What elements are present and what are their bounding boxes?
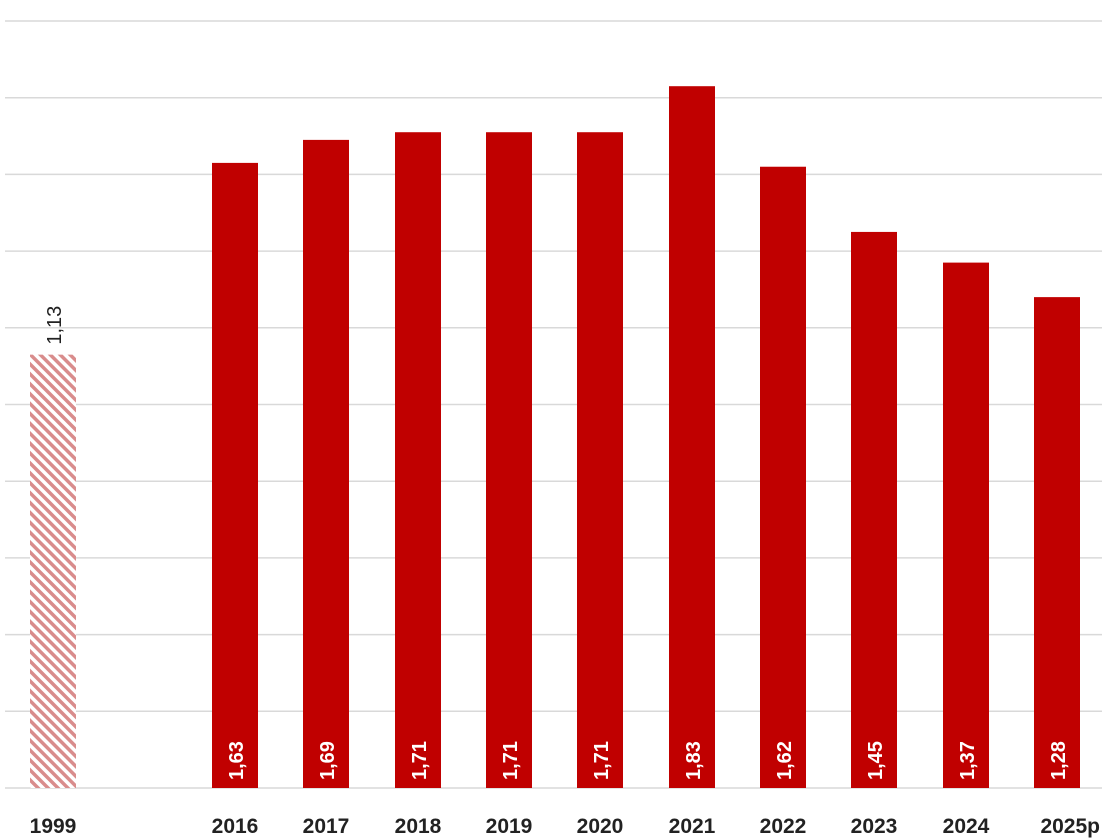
- x-tick-1999: 1999: [30, 815, 77, 838]
- bar-2019: [486, 132, 532, 789]
- bar-1999: [30, 354, 76, 788]
- data-label-2016: 1,63: [226, 741, 248, 780]
- bar-2024: [943, 262, 989, 789]
- x-tick-2025p: 2025p: [1040, 815, 1100, 838]
- bar-2018: [395, 132, 441, 789]
- bar-2017: [303, 139, 349, 788]
- x-tick-2018: 2018: [395, 815, 442, 838]
- data-label-2023: 1,45: [865, 741, 887, 780]
- bar-2016: [212, 162, 258, 788]
- x-tick-2020: 2020: [577, 815, 624, 838]
- data-label-2020: 1,71: [591, 741, 613, 780]
- x-tick-2016: 2016: [212, 815, 259, 838]
- bar-2022: [760, 166, 806, 789]
- data-label-2022: 1,62: [774, 741, 796, 780]
- data-label-2019: 1,71: [500, 741, 522, 780]
- x-tick-2022: 2022: [760, 815, 807, 838]
- bar-2023: [851, 231, 897, 789]
- gridlines: [5, 20, 1102, 789]
- x-tick-2019: 2019: [486, 815, 533, 838]
- data-label-2025p: 1,28: [1048, 741, 1070, 780]
- bar-2021: [669, 86, 715, 788]
- x-tick-2021: 2021: [669, 815, 716, 838]
- data-label-2017: 1,69: [317, 741, 339, 780]
- data-label-2021: 1,83: [683, 741, 705, 780]
- bar-2025p: [1034, 297, 1080, 788]
- bar-2020: [577, 132, 623, 789]
- data-label-1999: 1,13: [44, 306, 66, 345]
- data-label-2018: 1,71: [409, 741, 431, 780]
- x-tick-2023: 2023: [851, 815, 898, 838]
- x-tick-2024: 2024: [943, 815, 990, 838]
- bars: [30, 86, 1080, 789]
- x-axis-tick-labels: 1999 2016 2017 2018 2019 2020 2021 2022 2023 2024…: [30, 815, 1100, 838]
- x-tick-2017: 2017: [303, 815, 350, 838]
- value-labels: 1,13 1,63 1,69 1,71 1,71 1,71 1,83 1,62 1,45 1,37…: [44, 306, 1070, 780]
- data-label-2024: 1,37: [957, 741, 979, 780]
